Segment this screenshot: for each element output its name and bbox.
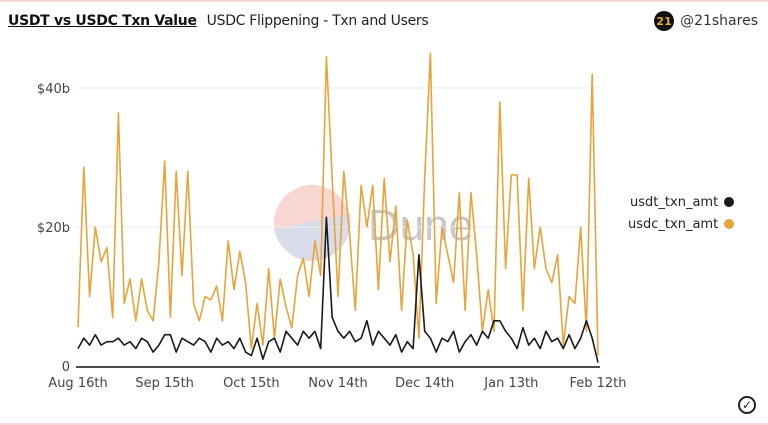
legend-dot <box>724 219 735 229</box>
x-tick-label: Jan 13th <box>483 376 538 391</box>
x-tick-label: Aug 16th <box>48 376 107 391</box>
legend-dot <box>724 197 735 207</box>
avatar: 21 <box>654 11 675 31</box>
bottom-border <box>0 423 768 425</box>
chart-header: USDT vs USDC Txn Value USDC Flippening -… <box>8 10 758 32</box>
y-tick-label: $40b <box>37 82 70 97</box>
y-tick-label: $20b <box>37 221 70 236</box>
x-tick-label: Dec 14th <box>395 376 454 391</box>
dune-watermark: Dune <box>274 185 473 261</box>
owner[interactable]: 21 @21shares <box>654 11 758 31</box>
legend-item-usdc[interactable]: usdc_txn_amt <box>628 213 735 235</box>
query-name: USDC Flippening - Txn and Users <box>206 13 429 29</box>
legend: usdt_txn_amt usdc_txn_amt <box>628 191 735 235</box>
legend-item-usdt[interactable]: usdt_txn_amt <box>628 191 735 213</box>
owner-handle: @21shares <box>680 13 758 29</box>
chart-title-link[interactable]: USDT vs USDC Txn Value <box>8 13 197 29</box>
legend-label: usdt_txn_amt <box>630 194 719 210</box>
x-tick-label: Nov 14th <box>308 376 367 391</box>
x-tick-label: Sep 15th <box>135 376 194 391</box>
series-line-usdt_txn_amt <box>77 216 599 363</box>
x-tick-label: Feb 12th <box>569 376 626 391</box>
check-icon[interactable]: ✓ <box>738 396 756 414</box>
y-tick-label: 0 <box>62 360 70 375</box>
series-line-usdc_txn_amt <box>77 52 599 356</box>
x-tick-label: Oct 15th <box>223 376 280 391</box>
legend-label: usdc_txn_amt <box>628 216 719 232</box>
top-border <box>0 0 768 2</box>
